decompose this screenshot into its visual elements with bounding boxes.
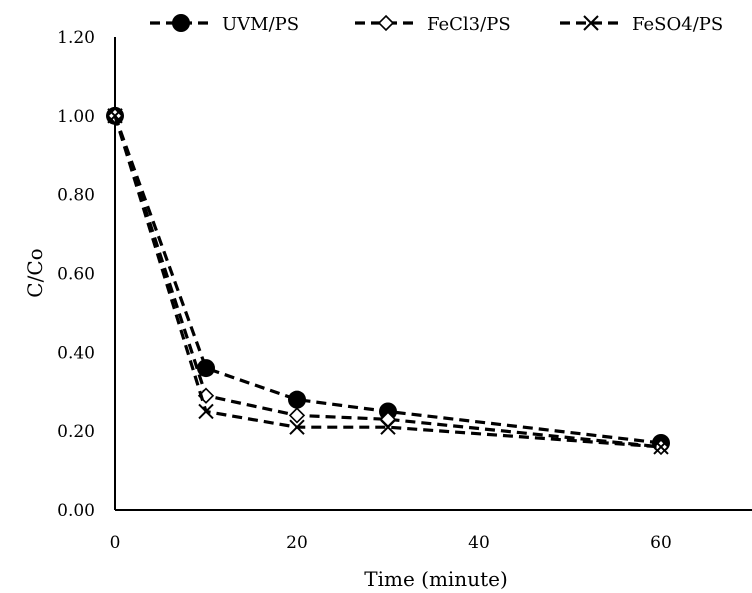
x-tick-label: 0	[110, 533, 121, 553]
series-3	[107, 108, 669, 455]
data-point	[107, 108, 123, 124]
y-tick-label: 0.40	[57, 343, 95, 363]
x-tick-label: 40	[468, 533, 490, 553]
series-layer	[106, 106, 670, 456]
legend-marker	[172, 14, 190, 32]
y-axis: 0.00 0.20 0.40 0.60 0.80 1.00 1.20	[57, 28, 116, 521]
data-point	[288, 407, 306, 424]
x-axis: 0 20 40 60	[110, 509, 752, 553]
y-axis-title: C/Co	[23, 248, 47, 297]
data-point	[289, 419, 305, 435]
data-point	[288, 390, 306, 409]
legend-label: FeSO4/PS	[632, 14, 723, 35]
legend-item-1: UVM/PS	[150, 14, 299, 35]
data-point	[197, 359, 215, 378]
y-tick-label: 1.00	[57, 107, 95, 127]
legend: UVM/PS FeCl3/PS FeSO4/PS	[150, 14, 723, 35]
legend-label: FeCl3/PS	[427, 14, 511, 35]
series-2	[106, 107, 670, 456]
x-axis-title: Time (minute)	[364, 567, 508, 591]
y-tick-label: 0.20	[57, 422, 95, 442]
series-line	[113, 115, 662, 449]
y-tick-label: 0.60	[57, 265, 95, 285]
y-tick-label: 0.80	[57, 186, 95, 206]
series-line	[113, 115, 662, 445]
data-point	[198, 403, 214, 420]
data-point	[380, 419, 396, 435]
legend-label: UVM/PS	[222, 14, 299, 35]
data-point	[653, 439, 669, 455]
legend-marker	[377, 14, 395, 32]
legend-item-3: FeSO4/PS	[560, 14, 723, 35]
y-tick-label: 1.20	[57, 28, 95, 48]
x-tick-label: 20	[286, 533, 308, 553]
y-tick-label: 0.00	[57, 501, 95, 521]
series-1	[106, 106, 670, 452]
legend-item-2: FeCl3/PS	[355, 14, 511, 35]
legend-marker	[583, 15, 599, 31]
x-tick-label: 60	[650, 533, 672, 553]
series-line	[113, 115, 662, 449]
